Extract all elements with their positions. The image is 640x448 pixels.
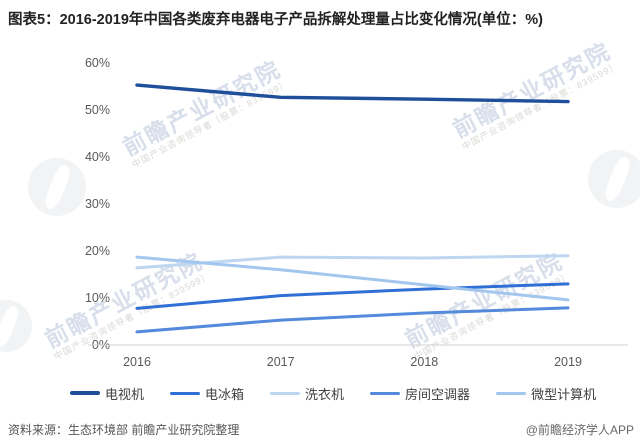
series-line-0 [135, 83, 570, 104]
legend-item-3: 房间空调器 [370, 384, 470, 403]
legend-swatch [496, 391, 527, 395]
legend-swatch [270, 391, 301, 395]
legend-item-1: 电冰箱 [170, 384, 244, 403]
series-line-3 [135, 306, 570, 334]
x-tick-label: 2016 [123, 355, 151, 369]
legend-label: 微型计算机 [531, 386, 597, 402]
y-tick-label: 20% [85, 244, 110, 258]
series-line-4 [135, 255, 570, 302]
legend-swatch [70, 391, 100, 395]
source-note: 资料来源：生态环境部 前瞻产业研究院整理 [8, 423, 240, 437]
y-tick-label: 50% [85, 103, 110, 117]
legend-swatch [370, 391, 401, 395]
y-tick-label: 30% [85, 197, 110, 211]
credit-note: @前瞻经济学人APP [525, 423, 634, 437]
y-tick-label: 40% [85, 150, 110, 164]
x-tick-label: 2017 [267, 355, 295, 369]
legend-label: 电冰箱 [205, 386, 245, 402]
chart-legend: 电视机 电冰箱 洗衣机 房间空调器 微型计算机 [70, 383, 630, 403]
legend-item-0: 电视机 [70, 384, 144, 403]
legend-label: 房间空调器 [405, 386, 471, 402]
x-tick-label: 2018 [410, 355, 438, 369]
y-tick-label: 10% [85, 291, 110, 305]
legend-item-2: 洗衣机 [270, 384, 344, 403]
series-line-1 [135, 282, 570, 310]
chart-title: 图表5：2016-2019年中国各类废弃电器电子产品拆解处理量占比变化情况(单位… [8, 12, 543, 28]
legend-label: 电视机 [105, 386, 145, 402]
legend-label: 洗衣机 [305, 386, 345, 402]
y-tick-label: 60% [85, 56, 110, 70]
legend-swatch [170, 391, 201, 395]
x-tick-label: 2019 [554, 355, 582, 369]
legend-item-4: 微型计算机 [496, 384, 596, 403]
